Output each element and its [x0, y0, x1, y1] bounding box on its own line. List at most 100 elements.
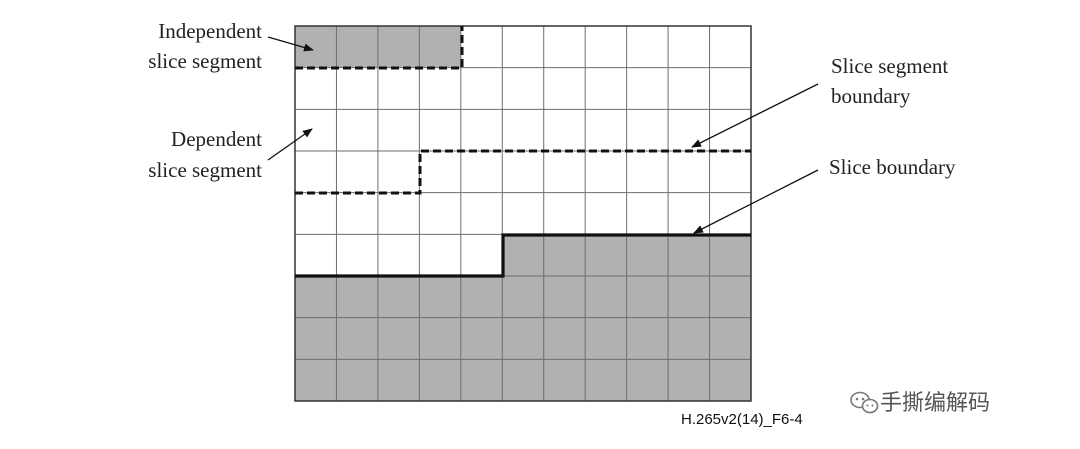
grid-cell-shaded — [709, 317, 751, 360]
watermark-text: 手撕编解码 — [880, 391, 990, 416]
grid-cell-shaded — [585, 276, 627, 318]
grid-cell-shaded — [502, 276, 544, 318]
grid-cell-shaded — [295, 276, 337, 318]
grid-cell-shaded — [543, 359, 586, 401]
slice-boundary-line — [295, 233, 751, 278]
grid-cell — [460, 234, 503, 276]
grid-cell-shaded — [585, 359, 627, 401]
grid-cell-shaded — [585, 317, 627, 360]
grid-cell-shaded — [709, 276, 751, 318]
grid-cell — [377, 109, 420, 151]
grid-outline — [294, 25, 752, 402]
grid-cell-shaded — [377, 26, 420, 68]
grid-cell — [377, 151, 420, 193]
grid-cell-shaded — [336, 276, 378, 318]
grid-cell — [502, 109, 544, 151]
slice-segment-boundary-arrow — [691, 83, 819, 148]
grid-cell-shaded — [709, 234, 751, 276]
grid-cell-shaded — [460, 276, 503, 318]
grid-cell — [295, 67, 337, 110]
grid-cell — [419, 192, 461, 235]
grid-cell-shaded — [502, 317, 544, 360]
grid-lines — [295, 26, 751, 401]
grid-cell-shaded — [543, 276, 586, 318]
slice-segment-boundary-label-line2: boundary — [831, 84, 911, 108]
grid-cell-shaded — [419, 276, 461, 318]
grid-cell — [709, 192, 751, 235]
grid-cell — [295, 109, 337, 151]
grid-cell — [543, 151, 586, 193]
grid-cell — [336, 192, 378, 235]
grid-cell-shaded — [377, 276, 420, 318]
grid-cell-shaded — [460, 317, 503, 360]
grid-cell — [543, 67, 586, 110]
independent-segment-label-line2: slice segment — [148, 49, 262, 73]
grid-cell — [336, 151, 378, 193]
grid-cell — [295, 234, 337, 276]
grid-cell — [502, 192, 544, 235]
grid-cell — [709, 67, 751, 110]
grid-cell-shaded — [709, 359, 751, 401]
dependent-segment-label-line2: slice segment — [148, 158, 262, 182]
grid-cell — [419, 67, 461, 110]
grid-cell — [295, 151, 337, 193]
grid-cell — [709, 151, 751, 193]
grid-cell — [336, 234, 378, 276]
grid-cell — [585, 151, 627, 193]
grid-cell — [626, 109, 669, 151]
grid-cell — [585, 192, 627, 235]
grid-cell-shaded — [419, 359, 461, 401]
grid-cell-shaded — [377, 359, 420, 401]
grid-cell — [502, 151, 544, 193]
grid-cell — [502, 26, 544, 68]
grid-cell-shaded — [502, 234, 544, 276]
slice-boundary-arrow — [693, 169, 819, 234]
grid-cell — [585, 109, 627, 151]
grid-cell-shaded — [295, 359, 337, 401]
grid-cell — [709, 109, 751, 151]
grid-cell-shaded — [543, 234, 586, 276]
grid-cell — [668, 67, 710, 110]
grid-cells — [295, 26, 751, 401]
dependent-segment-dashed-boundary — [295, 149, 751, 195]
independent-segment-label-line1: Independent — [158, 19, 262, 43]
grid-cell — [668, 151, 710, 193]
grid-cell — [502, 67, 544, 110]
dependent-segment-label-line1: Dependent — [171, 127, 262, 151]
grid-cell — [460, 67, 503, 110]
grid-cell-shaded — [668, 317, 710, 360]
grid-cell-shaded — [668, 276, 710, 318]
grid-cell — [377, 67, 420, 110]
wechat-icon — [850, 391, 879, 414]
grid-cell-shaded — [377, 317, 420, 360]
grid-cell — [336, 67, 378, 110]
grid-cell — [460, 151, 503, 193]
grid-cell — [668, 26, 710, 68]
grid-cell — [626, 192, 669, 235]
grid-cell-shaded — [626, 317, 669, 360]
grid-cell-shaded — [626, 276, 669, 318]
grid-cell — [709, 26, 751, 68]
grid-cell — [585, 26, 627, 68]
grid-cell-shaded — [543, 317, 586, 360]
grid-cell-shaded — [336, 317, 378, 360]
grid-cell — [336, 109, 378, 151]
grid-cell-shaded — [460, 359, 503, 401]
slice-boundary-label: Slice boundary — [829, 155, 956, 179]
grid-cell — [585, 67, 627, 110]
grid-cell — [377, 234, 420, 276]
slice-segment-boundary-label-line1: Slice segment — [831, 54, 948, 78]
grid-cell — [543, 26, 586, 68]
grid-cell — [626, 151, 669, 193]
grid-cell-shaded — [585, 234, 627, 276]
grid-cell-shaded — [668, 234, 710, 276]
dependent-segment-arrow — [267, 128, 313, 161]
figure-caption: H.265v2(14)_F6-4 — [681, 411, 803, 428]
grid-cell — [626, 67, 669, 110]
grid-cell — [419, 109, 461, 151]
grid-cell — [460, 26, 503, 68]
grid-cell-shaded — [336, 359, 378, 401]
grid-cell — [419, 151, 461, 193]
grid-cell-shaded — [419, 26, 461, 68]
